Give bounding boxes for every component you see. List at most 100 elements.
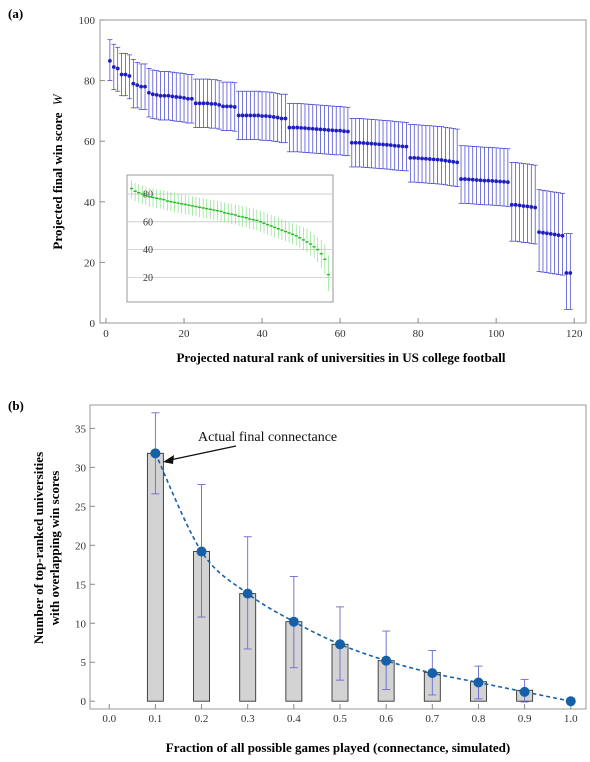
panel-a-ytick-label: 40: [84, 197, 96, 209]
panel-b-ytick-label: 10: [75, 618, 87, 630]
panel-a-point: [158, 93, 163, 98]
panel-a-point: [306, 126, 311, 131]
panel-a-point: [447, 159, 452, 164]
inset-grid: 20 40 60 80: [128, 190, 332, 284]
panel-a-point: [111, 65, 116, 69]
panel-a-point: [525, 204, 530, 209]
panel-a-point: [271, 115, 276, 119]
panel-a-xtick-label: 100: [488, 328, 505, 340]
panel-a-point: [228, 104, 233, 109]
panel-b-ytick-label: 5: [81, 657, 87, 669]
panel-a-ytick-label: 20: [84, 257, 96, 269]
panel-a-point: [388, 143, 393, 148]
panel-a-point: [150, 92, 155, 97]
panel-b-xtick-label: 0.8: [472, 713, 486, 725]
panel-a-point: [353, 140, 358, 145]
panel-a-ylabel-group: Projected final win score W: [50, 93, 65, 249]
panel-a-ytick-label: 80: [84, 76, 96, 88]
panel-a-point: [466, 177, 471, 182]
panel-a-point: [533, 205, 538, 210]
panel-a-point: [431, 157, 436, 162]
panel-a-point: [365, 141, 370, 146]
panel-b-point: [196, 546, 207, 557]
panel-a-ytick-label: 60: [84, 136, 96, 148]
panel-a-point: [314, 127, 319, 131]
panel-a-point: [209, 102, 214, 106]
panel-a-point: [427, 157, 432, 161]
panel-a-point: [568, 271, 573, 275]
panel-b-xtick-label: 0.6: [379, 713, 393, 725]
panel-b-xlabel: Fraction of all possible games played (c…: [166, 740, 510, 755]
panel-a-point: [505, 180, 510, 185]
panel-a-point: [330, 128, 335, 133]
panel-a-point: [521, 204, 526, 208]
panel-a-point: [509, 202, 514, 207]
panel-b-label: (b): [8, 398, 24, 413]
panel-b-xtick-label: 0.2: [195, 713, 209, 725]
panel-a-point: [131, 81, 136, 86]
panel-a-point: [186, 96, 190, 101]
panel-a-point: [225, 104, 229, 109]
panel-b-point: [150, 448, 161, 459]
panel-a-point: [287, 125, 292, 130]
panel-a-point: [420, 156, 424, 161]
panel-a-xlabel: Projected natural rank of universities i…: [176, 350, 505, 365]
inset-ytick-label: 80: [143, 190, 153, 201]
panel-b-point: [427, 668, 438, 679]
panel-a-point: [248, 113, 253, 118]
panel-b-plot-frame: [89, 404, 587, 710]
panel-a-xtick-label: 0: [103, 328, 109, 340]
panel-a-point: [178, 95, 183, 100]
panel-a-point: [240, 113, 245, 118]
panel-a-point: [205, 101, 210, 106]
panel-a-point: [392, 143, 397, 148]
panel-b-point: [381, 655, 392, 666]
annotation-arrowhead: [163, 455, 174, 464]
panel-a-point: [373, 142, 378, 146]
panel-a-ticks: 0 20 40 60 80 100 0 20 40 60 80 100 120: [79, 15, 583, 340]
panel-b-point: [473, 677, 484, 688]
panel-a-point: [174, 95, 179, 99]
panel-a-point: [256, 113, 261, 118]
panel-a-point: [455, 160, 460, 165]
panel-a-point: [201, 101, 206, 106]
panel-a-point: [193, 101, 198, 106]
panel-a-ylabel-symbol: W: [50, 93, 65, 105]
panel-b-xtick-label: 0.3: [241, 713, 255, 725]
panel-a-point: [474, 178, 479, 182]
panel-a-point: [470, 177, 475, 182]
panel-a-point: [537, 230, 541, 235]
panel-b-ytick-label: 0: [81, 696, 87, 708]
panel-b-point: [519, 686, 530, 697]
panel-b-xtick-label: 0.4: [287, 713, 301, 725]
panel-a-point: [162, 93, 167, 98]
panel-a-point: [556, 233, 561, 238]
panel-a-point: [217, 102, 222, 107]
panel-a-point: [361, 141, 366, 145]
panel-a-point: [279, 116, 284, 121]
panel-a-xtick-label: 60: [335, 328, 347, 340]
panel-a-point: [560, 233, 565, 238]
panel-b-ytick-label: 25: [75, 501, 87, 513]
panel-a-point: [154, 92, 159, 97]
panel-b-point: [288, 616, 299, 627]
panel-a-point: [264, 114, 268, 118]
panel-a-point: [213, 102, 218, 106]
panel-a-point: [490, 178, 495, 183]
inset-ytick-label: 60: [143, 217, 153, 228]
panel-a-point: [197, 101, 202, 106]
panel-a-point: [494, 179, 499, 184]
panel-a-point: [338, 128, 342, 133]
annotation-actual-connectance: Actual final connectance: [198, 430, 337, 445]
panel-a-point: [115, 66, 120, 71]
panel-a-point: [334, 128, 339, 133]
panel-b-ticks: 0 5 10 15 20 25 30 35 0.0 0.1 0.2 0.3 0.4 0.5 0.6 0.7 0.…: [75, 423, 578, 725]
panel-a-point: [377, 142, 382, 147]
panel-a-point: [416, 156, 421, 161]
panel-a-point: [123, 72, 128, 77]
panel-a-point: [221, 104, 225, 109]
panel-a-point: [342, 129, 346, 134]
panel-a-xtick-label: 80: [413, 328, 425, 340]
panel-a-point: [299, 125, 303, 130]
